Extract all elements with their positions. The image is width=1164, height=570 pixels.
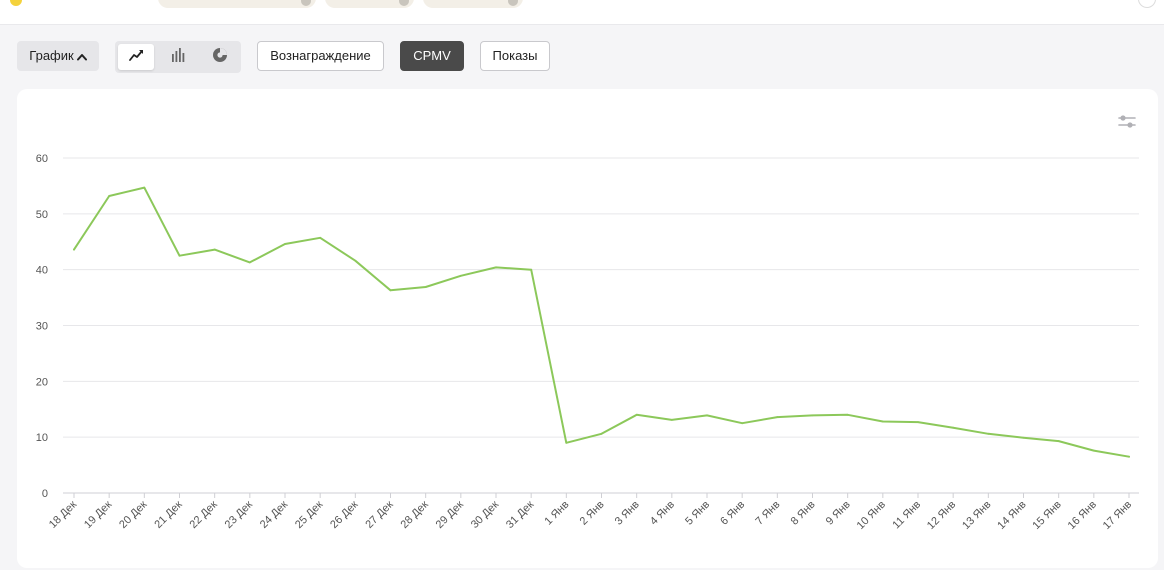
view-mode-switch xyxy=(115,41,241,73)
x-tick-label: 22 Дек xyxy=(187,499,219,531)
data-point xyxy=(670,418,673,421)
x-tick-label: 24 Дек xyxy=(258,499,290,531)
data-point xyxy=(530,268,533,271)
chart-toolbar: График Вознаграждение CPMV Показы xyxy=(0,40,1164,74)
x-tick-label: 17 Янв xyxy=(1101,499,1134,532)
x-tick-label: 16 Янв xyxy=(1066,499,1099,532)
cpmv-metric-button[interactable]: CPMV xyxy=(400,41,464,71)
remove-filter-icon[interactable] xyxy=(399,0,409,6)
x-tick-label: 2 Янв xyxy=(578,499,607,528)
series-line xyxy=(73,186,1130,458)
y-tick-label: 60 xyxy=(36,153,48,165)
chart-settings-icon[interactable] xyxy=(1118,114,1136,135)
data-point xyxy=(776,416,779,418)
chart-toggle-button[interactable]: График xyxy=(17,41,99,71)
data-point xyxy=(565,441,568,444)
data-point xyxy=(424,286,427,288)
line-view-button[interactable] xyxy=(118,44,154,70)
x-tick-label: 19 Дек xyxy=(82,499,114,531)
data-point xyxy=(495,266,497,269)
data-point xyxy=(741,422,744,425)
cpmv-metric-label: CPMV xyxy=(413,48,451,63)
y-tick-label: 40 xyxy=(36,265,48,277)
x-tick-label: 30 Дек xyxy=(469,499,501,531)
impressions-metric-button[interactable]: Показы xyxy=(480,41,550,71)
x-tick-label: 10 Янв xyxy=(855,499,888,532)
line-chart: 0 10 20 30 40 50 60 18 Дек 19 Дек 20 Дек 21 Дек 22 … xyxy=(36,153,1139,532)
data-point xyxy=(1128,455,1130,458)
data-point xyxy=(319,236,322,239)
data-point xyxy=(1092,449,1095,452)
y-tick-label: 0 xyxy=(42,488,48,500)
chart-card: 0 10 20 30 40 50 60 18 Дек 19 Дек 20 Дек 21 Дек 22 … xyxy=(17,89,1158,568)
data-point xyxy=(706,414,708,417)
x-tick-label: 6 Янв xyxy=(718,499,747,528)
data-point xyxy=(73,248,75,251)
data-point xyxy=(811,414,814,417)
data-point xyxy=(846,413,849,416)
remove-filter-icon[interactable] xyxy=(301,0,311,6)
y-tick-label: 20 xyxy=(36,376,48,388)
data-point xyxy=(635,413,638,416)
status-dot-icon xyxy=(10,0,22,6)
pie-chart-icon xyxy=(212,47,228,68)
pie-view-button[interactable] xyxy=(202,44,238,70)
chevron-up-icon xyxy=(76,43,87,71)
y-tick-label: 10 xyxy=(36,432,48,444)
filter-chip[interactable] xyxy=(158,0,316,8)
data-point xyxy=(1022,436,1025,439)
x-tick-label: 27 Дек xyxy=(363,499,395,531)
remove-filter-icon[interactable] xyxy=(508,0,518,6)
reward-metric-label: Вознаграждение xyxy=(270,48,371,63)
filter-chip[interactable] xyxy=(325,0,414,8)
x-tick-label: 8 Янв xyxy=(789,499,818,528)
x-tick-label: 21 Дек xyxy=(152,499,184,531)
data-point xyxy=(917,421,919,423)
data-point xyxy=(389,289,392,292)
data-point xyxy=(987,432,990,435)
x-tick-label: 28 Дек xyxy=(398,499,430,531)
x-tick-label: 18 Дек xyxy=(47,499,79,531)
y-tick-label: 50 xyxy=(36,209,48,221)
x-tick-label: 12 Янв xyxy=(925,499,958,532)
x-tick-label: 9 Янв xyxy=(824,499,853,528)
filter-chip[interactable] xyxy=(423,0,523,8)
x-tick-label: 29 Дек xyxy=(434,499,466,531)
data-point xyxy=(881,420,884,423)
impressions-metric-label: Показы xyxy=(492,48,538,63)
chart-toggle-label: График xyxy=(29,48,74,63)
x-tick-label: 4 Янв xyxy=(648,499,677,528)
x-tick-label: 1 Янв xyxy=(542,499,571,528)
x-tick-label: 31 Дек xyxy=(504,499,536,531)
x-tick-label: 25 Дек xyxy=(293,499,325,531)
y-tick-label: 30 xyxy=(36,321,48,333)
data-point xyxy=(1057,440,1060,442)
reward-metric-button[interactable]: Вознаграждение xyxy=(257,41,384,71)
data-point xyxy=(213,248,216,251)
x-tick-label: 15 Янв xyxy=(1030,499,1063,532)
x-tick-label: 13 Янв xyxy=(960,499,993,532)
x-tick-label: 20 Дек xyxy=(117,499,149,531)
data-point xyxy=(108,195,111,197)
top-filter-bar xyxy=(0,0,1164,25)
x-tick-label: 7 Янв xyxy=(753,499,782,528)
x-tick-label: 3 Янв xyxy=(613,499,642,528)
data-point xyxy=(178,254,181,257)
x-tick-label: 26 Дек xyxy=(328,499,360,531)
bar-chart-icon xyxy=(170,47,186,68)
data-point xyxy=(143,186,146,189)
data-point xyxy=(354,259,357,262)
line-chart-icon xyxy=(128,48,144,67)
data-point xyxy=(284,243,286,245)
x-tick-label: 5 Янв xyxy=(683,499,712,528)
top-right-button[interactable] xyxy=(1138,0,1156,8)
data-point xyxy=(952,426,955,429)
x-tick-label: 14 Янв xyxy=(995,499,1028,532)
bar-view-button[interactable] xyxy=(160,44,196,70)
data-point xyxy=(248,261,251,264)
data-point xyxy=(459,274,462,277)
data-point xyxy=(600,432,603,435)
x-tick-label: 11 Янв xyxy=(890,499,923,532)
x-tick-label: 23 Дек xyxy=(223,499,255,531)
